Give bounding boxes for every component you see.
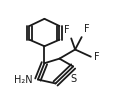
Text: S: S	[70, 74, 76, 84]
Text: F: F	[93, 52, 99, 62]
Text: H₂N: H₂N	[14, 75, 32, 85]
Text: F: F	[83, 24, 88, 34]
Text: F: F	[63, 25, 69, 35]
